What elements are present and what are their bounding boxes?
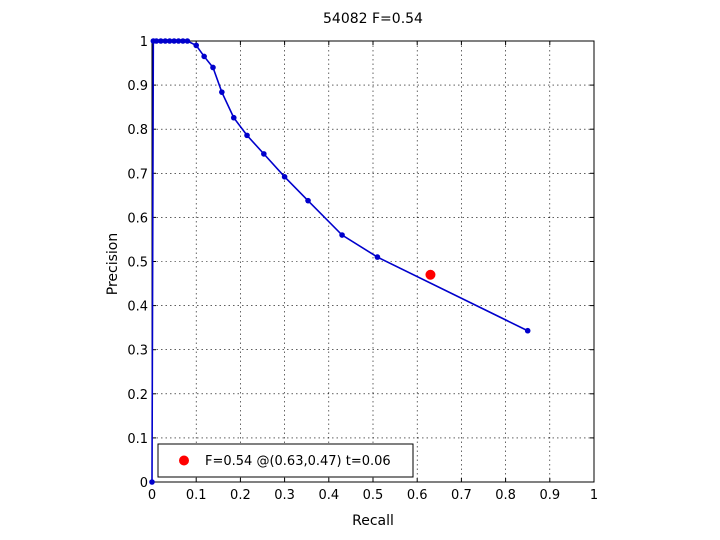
x-tick-label: 0.4 (318, 488, 339, 503)
y-tick-labels: 0 0.1 0.2 0.3 0.4 0.5 0.6 0.7 0.8 0.9 1 (127, 35, 148, 491)
x-tick-label: 0.7 (451, 488, 472, 503)
x-tick-labels: 0 0.1 0.2 0.3 0.4 0.5 0.6 0.7 0.8 0.9 1 (148, 488, 598, 503)
best-f-point (425, 269, 436, 280)
y-tick-label: 0.9 (127, 79, 148, 94)
data-point (219, 89, 225, 95)
y-tick-label: 0.2 (127, 388, 148, 403)
data-point (261, 151, 267, 157)
data-point (153, 38, 160, 44)
grid-lines (152, 41, 594, 482)
data-point (210, 64, 216, 71)
data-point (171, 38, 177, 44)
y-tick-label: 0.6 (127, 211, 148, 226)
legend-label: F=0.54 @(0.63,0.47) t=0.06 (205, 454, 391, 469)
x-tick-label: 0 (148, 488, 156, 503)
chart-title: 54082 F=0.54 (323, 11, 423, 27)
y-tick-label: 0.4 (127, 300, 148, 315)
x-tick-label: 0.8 (495, 488, 516, 503)
y-tick-label: 0.5 (127, 256, 148, 271)
data-point (281, 174, 288, 180)
y-tick-label: 0 (140, 476, 148, 491)
data-point (230, 114, 237, 121)
data-point (158, 38, 164, 44)
data-point (244, 132, 250, 139)
x-axis-label: Recall (352, 513, 394, 529)
legend: F=0.54 @(0.63,0.47) t=0.06 (157, 443, 414, 478)
data-point (149, 479, 155, 485)
data-point (305, 197, 311, 204)
y-tick-label: 0.7 (127, 167, 148, 182)
data-point (374, 254, 381, 260)
x-tick-label: 0.5 (363, 488, 384, 503)
data-point (193, 42, 199, 49)
x-tick-label: 0.2 (230, 488, 251, 503)
legend-box (157, 443, 414, 478)
y-tick-label: 0.1 (127, 432, 148, 447)
y-axis-label: Precision (105, 233, 121, 295)
x-tick-label: 0.1 (186, 488, 207, 503)
data-point (524, 327, 531, 334)
y-tick-label: 1 (140, 35, 148, 50)
data-point (201, 53, 207, 60)
data-point (175, 38, 182, 44)
x-tick-label: 1 (590, 488, 598, 503)
series-layer (149, 38, 531, 485)
data-point (162, 38, 169, 44)
data-point (166, 38, 173, 44)
series-line (151, 40, 529, 483)
legend-marker (179, 455, 189, 466)
data-point (184, 38, 191, 44)
y-tick-label: 0.3 (127, 344, 148, 359)
data-point (180, 38, 186, 44)
x-tick-label: 0.3 (274, 488, 295, 503)
y-tick-label: 0.8 (127, 123, 148, 138)
x-tick-label: 0.6 (407, 488, 428, 503)
data-point (339, 232, 345, 238)
x-tick-label: 0.9 (539, 488, 560, 503)
